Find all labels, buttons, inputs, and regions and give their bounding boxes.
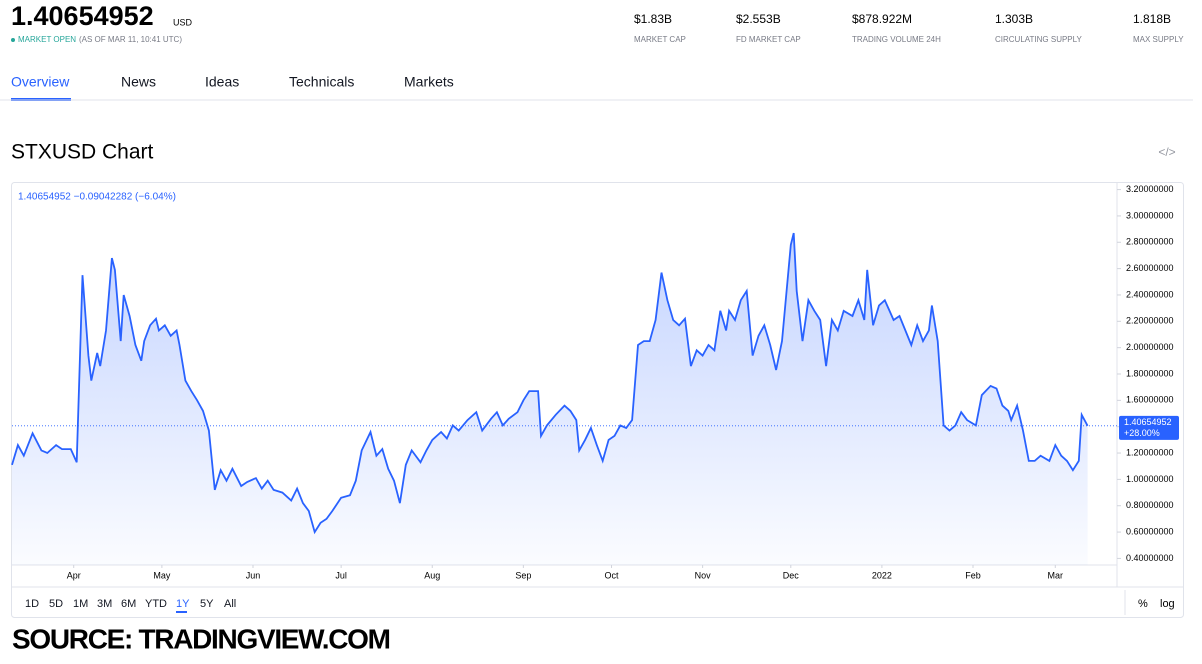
currency: USD <box>173 17 193 27</box>
embed-icon[interactable]: </> <box>1158 145 1175 159</box>
stats: $1.83B MARKET CAP $2.553B FD MARKET CAP $878… <box>634 12 1184 44</box>
range-button[interactable]: 5Y <box>200 598 214 610</box>
stat-label: FD MARKET CAP <box>736 35 801 44</box>
stat-value: $1.83B <box>634 12 672 26</box>
x-tick-label: 2022 <box>872 570 892 580</box>
range-button[interactable]: 1Y <box>176 598 190 610</box>
y-tick-label: 0.60000000 <box>1126 526 1174 536</box>
y-tick-label: 2.60000000 <box>1126 263 1174 273</box>
y-tick-label: 1.00000000 <box>1126 474 1174 484</box>
y-tick-label: 1.80000000 <box>1126 368 1174 378</box>
y-tick-label: 2.40000000 <box>1126 289 1174 299</box>
y-tick-label: 0.80000000 <box>1126 500 1174 510</box>
range-button[interactable]: 6M <box>121 598 136 610</box>
y-tick-label: 0.40000000 <box>1126 553 1174 563</box>
status-detail: (AS OF MAR 11, 10:41 UTC) <box>79 35 182 44</box>
price: 1.40654952 <box>11 1 154 31</box>
last-price-box <box>1119 415 1179 440</box>
scale-button[interactable]: % <box>1138 598 1148 610</box>
price-line <box>11 232 1089 535</box>
change-label: +28.00% <box>1124 428 1160 438</box>
x-tick-label: Sep <box>515 570 531 580</box>
stat-label: MARKET CAP <box>634 35 686 44</box>
tab[interactable]: Technicals <box>289 74 354 90</box>
stat-value: 1.303B <box>995 12 1033 26</box>
range-button[interactable]: 5D <box>49 598 63 610</box>
tab[interactable]: Markets <box>404 74 454 90</box>
range-buttons: 1D 5D 1M 3M 6M YTD 1Y 5Y All <box>25 598 236 613</box>
x-tick-label: Jun <box>246 570 261 580</box>
x-tick-label: Oct <box>605 570 620 580</box>
x-tick-label: Mar <box>1048 570 1064 580</box>
tabs: Overview News Ideas Technicals Markets <box>11 74 454 101</box>
stat-label: TRADING VOLUME 24H <box>852 35 941 44</box>
area <box>12 233 1088 565</box>
chart-frame <box>11 182 1184 618</box>
plot: 0.40000000 0.60000000 0.80000000 1.00000000… <box>11 184 1179 580</box>
y-tick-label: 3.00000000 <box>1126 210 1174 220</box>
stat-label: CIRCULATING SUPPLY <box>995 35 1082 44</box>
y-tick-label: 1.60000000 <box>1126 395 1174 405</box>
status-dot <box>11 38 15 42</box>
y-tick-label: 1.20000000 <box>1126 447 1174 457</box>
y-tick-label: 2.80000000 <box>1126 237 1174 247</box>
range-button[interactable]: All <box>224 598 236 610</box>
chart-legend: 1.40654952 −0.09042282 (−6.04%) <box>18 192 176 203</box>
x-tick-label: Feb <box>965 570 981 580</box>
stat-value: 1.818B <box>1133 12 1171 26</box>
status: MARKET OPEN <box>18 35 76 44</box>
stat-value: $2.553B <box>736 12 781 26</box>
y-tick-label: 2.20000000 <box>1126 316 1174 326</box>
x-tick-label: Apr <box>67 570 81 580</box>
range-button[interactable]: YTD <box>145 598 167 610</box>
stat-value: $878.922M <box>852 12 912 26</box>
scale-button[interactable]: log <box>1160 598 1175 610</box>
x-tick-label: Nov <box>695 570 712 580</box>
tab[interactable]: News <box>121 74 156 90</box>
scale-buttons: % log <box>1138 598 1175 610</box>
x-tick-label: May <box>153 570 171 580</box>
last-price-label: 1.40654952 <box>1124 417 1172 427</box>
x-tick-label: Aug <box>424 570 440 580</box>
tab[interactable]: Ideas <box>205 74 239 90</box>
range-underline <box>176 611 187 613</box>
y-tick-label: 3.20000000 <box>1126 184 1174 194</box>
y-tick-label: 2.00000000 <box>1126 342 1174 352</box>
x-tick-label: Dec <box>783 570 800 580</box>
chart-heading: STXUSD Chart <box>11 141 154 164</box>
source: SOURCE: TRADINGVIEW.COM <box>12 623 390 654</box>
range-button[interactable]: 1M <box>73 598 88 610</box>
range-button[interactable]: 1D <box>25 598 39 610</box>
range-button[interactable]: 3M <box>97 598 112 610</box>
tab[interactable]: Overview <box>11 74 70 90</box>
x-tick-label: Jul <box>335 570 347 580</box>
stat-label: MAX SUPPLY <box>1133 35 1184 44</box>
